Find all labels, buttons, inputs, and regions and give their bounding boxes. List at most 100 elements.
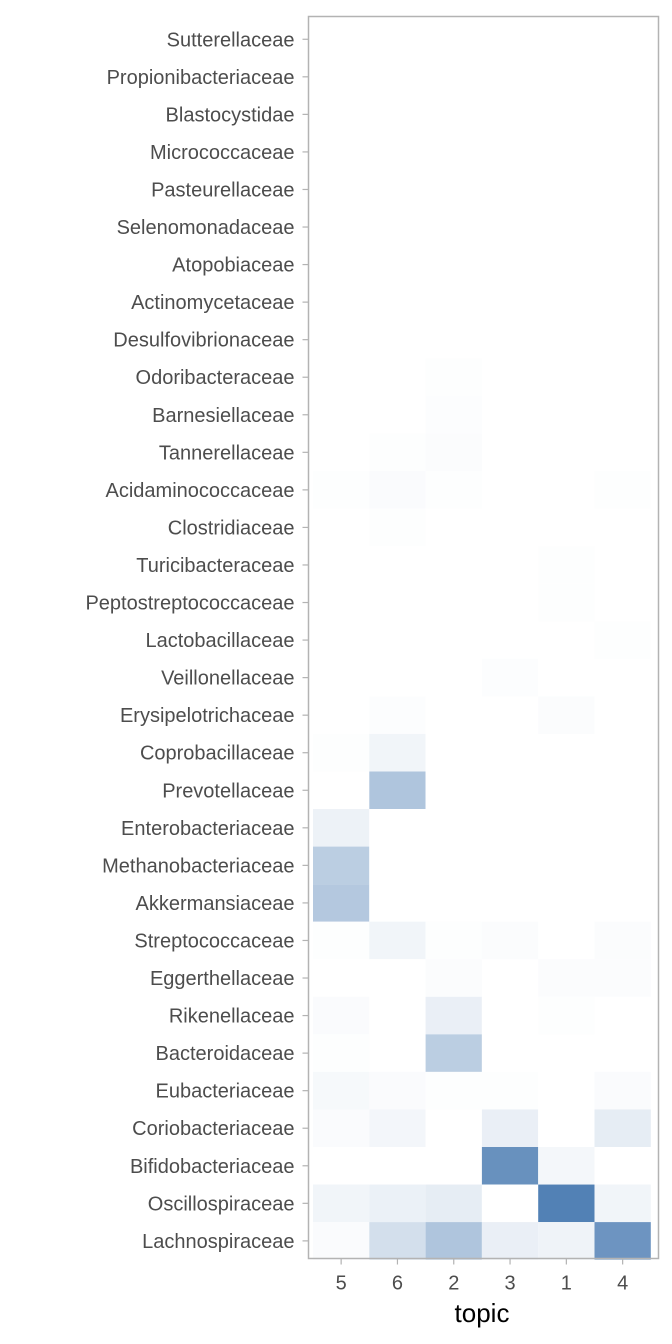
heatmap-cell: [369, 996, 426, 1035]
heatmap-cell: [594, 583, 651, 622]
heatmap-cell: [425, 133, 482, 171]
heatmap-cell: [594, 921, 651, 960]
heatmap-cell: [369, 621, 426, 659]
heatmap-cell: [369, 658, 426, 697]
heatmap-cell: [313, 283, 370, 321]
heatmap-cell: [313, 170, 370, 209]
heatmap-cell: [313, 433, 370, 472]
heatmap-cell: [538, 283, 595, 321]
heatmap-cell: [425, 546, 482, 584]
heatmap-cell: [538, 546, 595, 584]
heatmap-cells: [313, 20, 651, 1260]
heatmap-cell: [538, 733, 595, 772]
heatmap-cell: [369, 1184, 426, 1223]
y-tick-label: Selenomonadaceae: [117, 217, 295, 239]
heatmap-cell: [594, 283, 651, 321]
heatmap-cell: [369, 208, 426, 246]
heatmap-cell: [481, 170, 539, 209]
heatmap-cell: [481, 696, 539, 734]
y-tick-label: Lactobacillaceae: [146, 630, 295, 652]
heatmap-cell: [538, 884, 595, 922]
heatmap-cell: [369, 1071, 426, 1110]
heatmap-cell: [425, 433, 482, 472]
heatmap-cell: [425, 170, 482, 209]
heatmap-cell: [481, 884, 539, 922]
heatmap-cell: [538, 1222, 595, 1260]
heatmap-cell: [594, 471, 651, 509]
heatmap-cell: [369, 95, 426, 134]
heatmap-cell: [425, 921, 482, 960]
heatmap-cell: [369, 921, 426, 960]
x-tick-label: 5: [336, 1273, 347, 1295]
panel-border: [307, 15, 660, 1260]
heatmap-cell: [425, 1071, 482, 1110]
heatmap-cell: [425, 95, 482, 134]
y-tick-label: Odoribacteraceae: [136, 367, 295, 389]
heatmap-cell: [594, 658, 651, 697]
heatmap-cell: [481, 583, 539, 622]
heatmap-cell: [594, 133, 651, 171]
heatmap-cell: [313, 133, 370, 171]
heatmap-cell: [313, 583, 370, 622]
heatmap-cell: [313, 208, 370, 246]
y-tick-label: Micrococcaceae: [150, 142, 295, 164]
heatmap-cell: [369, 170, 426, 209]
heatmap-cell: [594, 508, 651, 547]
heatmap-cell: [594, 358, 651, 396]
heatmap-cell: [425, 809, 482, 847]
heatmap-cell: [538, 771, 595, 810]
y-tick-label: Blastocystidae: [166, 104, 295, 126]
heatmap-cell: [425, 621, 482, 659]
heatmap-cell: [594, 1109, 651, 1147]
y-tick-label: Lachnospiraceae: [142, 1231, 294, 1253]
y-tick-label: Eggerthellaceae: [150, 968, 295, 990]
heatmap-cell: [313, 1184, 370, 1223]
heatmap-cell: [369, 809, 426, 847]
y-tick-label: Pasteurellaceae: [151, 179, 294, 201]
heatmap-cell: [369, 58, 426, 96]
y-tick-label: Methanobacteriaceae: [102, 855, 294, 877]
heatmap-cell: [481, 546, 539, 584]
heatmap-cell: [538, 1034, 595, 1072]
heatmap-cell: [594, 1222, 651, 1260]
heatmap-cell: [594, 433, 651, 472]
heatmap-cell: [594, 809, 651, 847]
heatmap-cell: [425, 884, 482, 922]
heatmap-cell: [425, 1034, 482, 1072]
heatmap-cell: [594, 1147, 651, 1185]
y-tick-label: Bacteroidaceae: [156, 1043, 295, 1065]
heatmap-cell: [313, 20, 370, 59]
heatmap-cell: [425, 583, 482, 622]
heatmap-cell: [425, 1109, 482, 1147]
heatmap-cell: [481, 771, 539, 810]
heatmap-cell: [538, 959, 595, 997]
heatmap-cell: [481, 433, 539, 472]
heatmap-cell: [369, 733, 426, 772]
heatmap-cell: [538, 20, 595, 59]
heatmap-cell: [481, 1184, 539, 1223]
heatmap-cell: [369, 20, 426, 59]
heatmap-cell: [313, 320, 370, 359]
heatmap-cell: [481, 996, 539, 1035]
y-tick-label: Barnesiellaceae: [152, 405, 294, 427]
heatmap-cell: [425, 471, 482, 509]
heatmap-cell: [425, 508, 482, 547]
heatmap-cell: [594, 1184, 651, 1223]
heatmap-cell: [313, 1034, 370, 1072]
heatmap-cell: [481, 1034, 539, 1072]
heatmap-cell: [369, 396, 426, 434]
y-tick-label: Veillonellaceae: [161, 668, 294, 690]
heatmap-cell: [369, 508, 426, 547]
heatmap-cell: [538, 1109, 595, 1147]
heatmap-cell: [538, 95, 595, 134]
heatmap-cell: [538, 621, 595, 659]
heatmap-cell: [313, 884, 370, 922]
heatmap-cell: [425, 358, 482, 396]
heatmap-cell: [481, 846, 539, 885]
heatmap-cell: [481, 320, 539, 359]
heatmap-cell: [594, 1034, 651, 1072]
heatmap-cell: [313, 546, 370, 584]
y-tick-label: Streptococcaceae: [134, 930, 294, 952]
heatmap-cell: [538, 696, 595, 734]
